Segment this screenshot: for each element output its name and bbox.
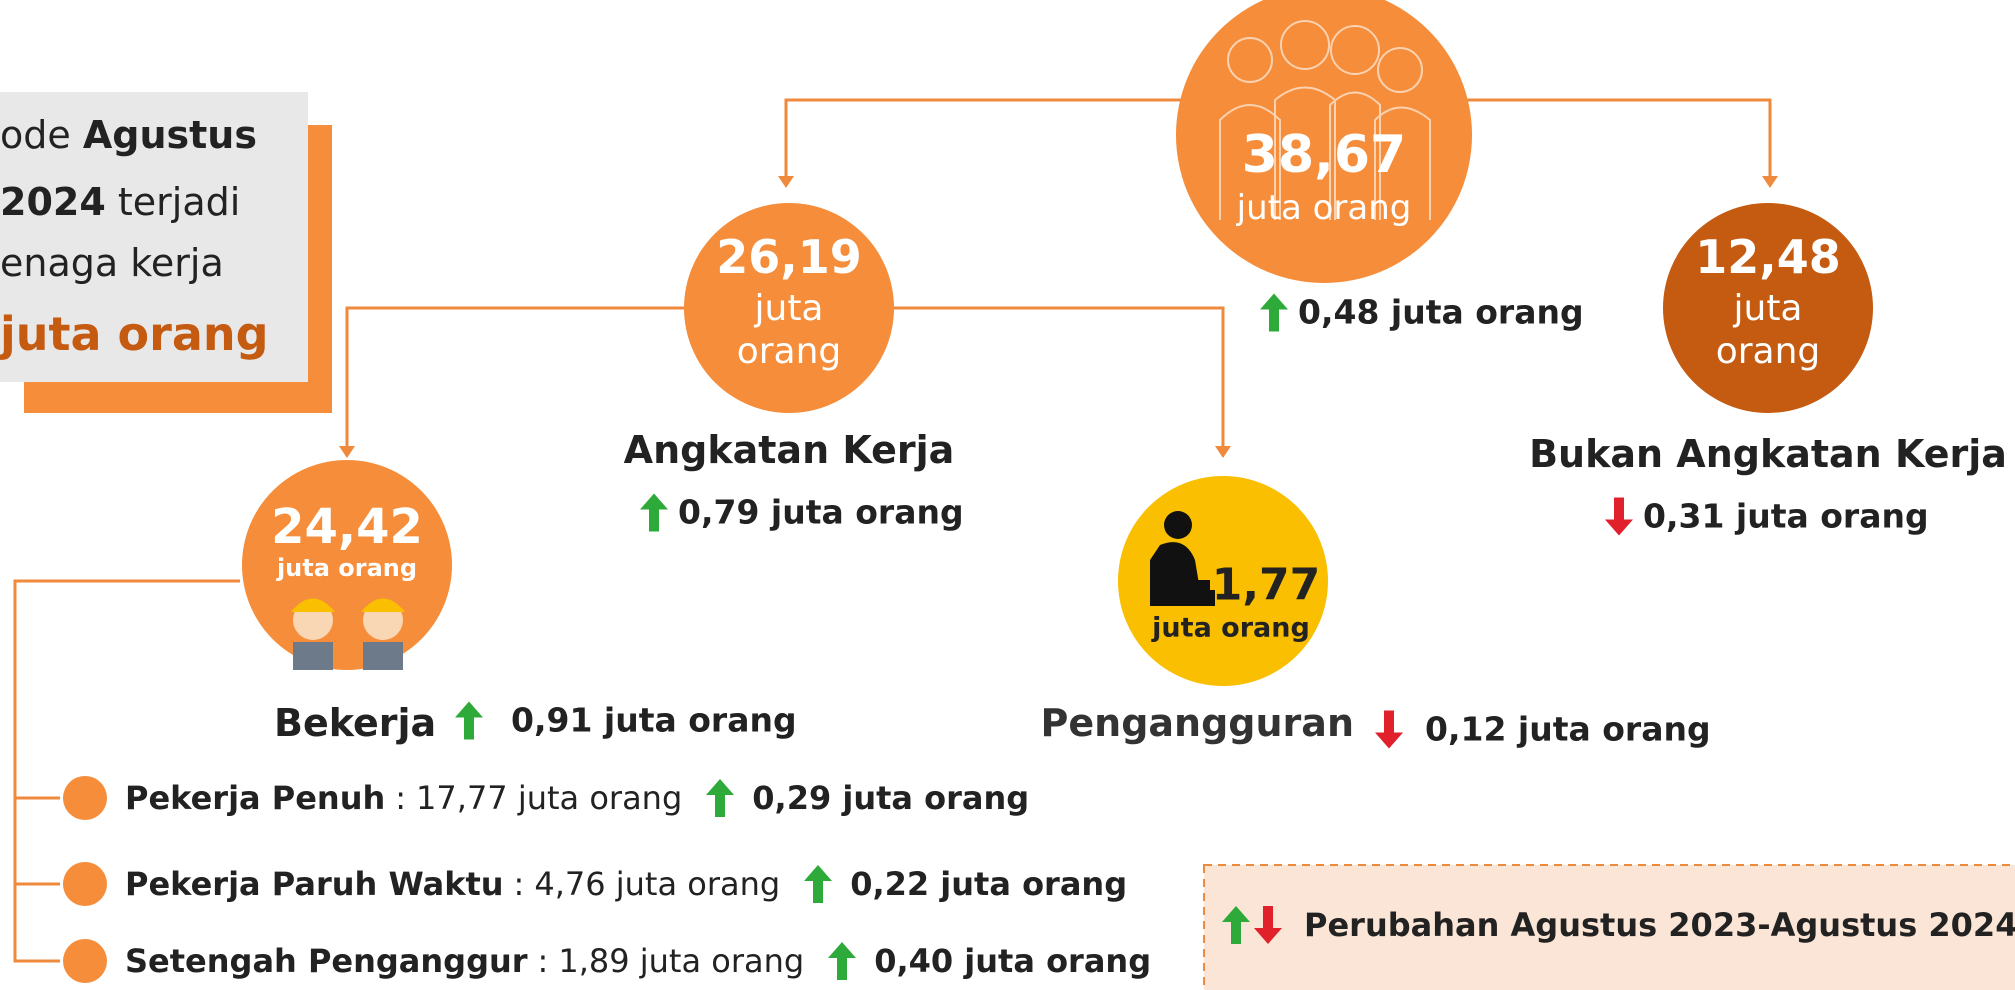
node-value: 12,48: [1695, 230, 1841, 284]
row-separator: :: [395, 779, 406, 817]
legend-down-arrow: [1254, 906, 1282, 944]
breakdown-row: Pekerja Penuh:17,77 juta orang 0,29 juta …: [125, 779, 1029, 817]
node-unit: juta orang: [1152, 613, 1310, 644]
arrow-shape: [1375, 710, 1403, 748]
arrow-shape: [1605, 497, 1633, 535]
summary-line: 2024 terjadi: [0, 180, 240, 224]
up-arrow: [706, 779, 734, 817]
down-arrow: [1605, 497, 1633, 535]
row-value: 1,89 juta orang: [558, 942, 804, 980]
up-arrow: [1260, 293, 1288, 331]
summary-highlight: juta orang: [0, 307, 269, 361]
node-value: 24,42: [271, 499, 423, 555]
legend-up-arrow: [1222, 906, 1250, 944]
summary-text: ode: [0, 113, 71, 157]
row-name: Pekerja Penuh: [125, 779, 385, 817]
arrow-shape: [828, 942, 856, 980]
infographic: ode Agustus 2024 terjadi enaga kerja jut…: [0, 0, 2015, 990]
row-separator: :: [514, 865, 525, 903]
node-unit: juta orang: [277, 554, 417, 582]
arrow: [640, 493, 668, 531]
down-arrow: [1375, 710, 1403, 748]
node-change: 0,48 juta orang: [1260, 293, 1584, 332]
node-value: 26,19: [716, 230, 862, 284]
node-label: Bukan Angkatan Kerja: [1529, 432, 2007, 476]
change-text: 0,12 juta orang: [1425, 710, 1711, 749]
arrow-shape: [706, 779, 734, 817]
change-text: 0,91 juta orang: [511, 701, 797, 740]
arrow: [1260, 293, 1288, 331]
node-change: 0,79 juta orang: [640, 493, 964, 532]
node-change: 0,91 juta orang: [455, 701, 797, 740]
node-label: Angkatan Kerja: [624, 428, 955, 472]
change-text: 0,31 juta orang: [1643, 497, 1929, 536]
row-name: Pekerja Paruh Waktu: [125, 865, 504, 903]
arrow: [1605, 497, 1633, 535]
arrow: [455, 701, 483, 739]
change-text: 0,48 juta orang: [1298, 293, 1584, 332]
legend: Perubahan Agustus 2023-Agustus 2024: [1222, 906, 2015, 944]
breakdown-row: Setengah Penganggur:1,89 juta orang 0,40 …: [125, 942, 1151, 980]
node-unit: juta orang: [1708, 287, 1828, 373]
arrow: [828, 942, 856, 980]
row-name: Setengah Penganggur: [125, 942, 528, 980]
diagram-shapes: [0, 0, 2015, 990]
up-arrow: [455, 701, 483, 739]
row-separator: :: [538, 942, 549, 980]
up-arrow: [640, 493, 668, 531]
node-unit: juta orang: [729, 287, 849, 373]
node-label: Bekerja: [274, 701, 436, 745]
change-text: 0,79 juta orang: [678, 493, 964, 532]
arrow-shape: [455, 701, 483, 739]
arrow: [706, 779, 734, 817]
summary-text: enaga kerja: [0, 241, 224, 285]
arrow: [804, 865, 832, 903]
node-label: Pengangguran: [1041, 701, 1354, 745]
up-arrow: [804, 865, 832, 903]
summary-bold: 2024: [0, 180, 106, 224]
row-change: 0,40 juta orang: [874, 942, 1151, 980]
row-value: 4,76 juta orang: [534, 865, 780, 903]
breakdown-row: Pekerja Paruh Waktu:4,76 juta orang 0,22 …: [125, 865, 1127, 903]
breakdown-bullets: [63, 776, 107, 983]
summary-line: enaga kerja: [0, 241, 224, 285]
arrow: [1375, 710, 1403, 748]
row-change: 0,29 juta orang: [752, 779, 1029, 817]
node-unit: juta orang: [1237, 188, 1412, 228]
arrow-shape: [1260, 293, 1288, 331]
summary-bold: Agustus: [83, 113, 257, 157]
arrow-shape: [804, 865, 832, 903]
up-arrow: [828, 942, 856, 980]
node-value: 38,67: [1242, 125, 1406, 185]
summary-line: ode Agustus: [0, 113, 257, 157]
node-change: 0,31 juta orang: [1605, 497, 1929, 536]
row-change: 0,22 juta orang: [850, 865, 1127, 903]
legend-text: Perubahan Agustus 2023-Agustus 2024: [1304, 906, 2015, 944]
row-value: 17,77 juta orang: [416, 779, 682, 817]
summary-text: terjadi: [118, 180, 240, 224]
node-change: 0,12 juta orang: [1375, 710, 1711, 749]
node-value: 1,77: [1212, 560, 1321, 611]
arrow-shape: [640, 493, 668, 531]
